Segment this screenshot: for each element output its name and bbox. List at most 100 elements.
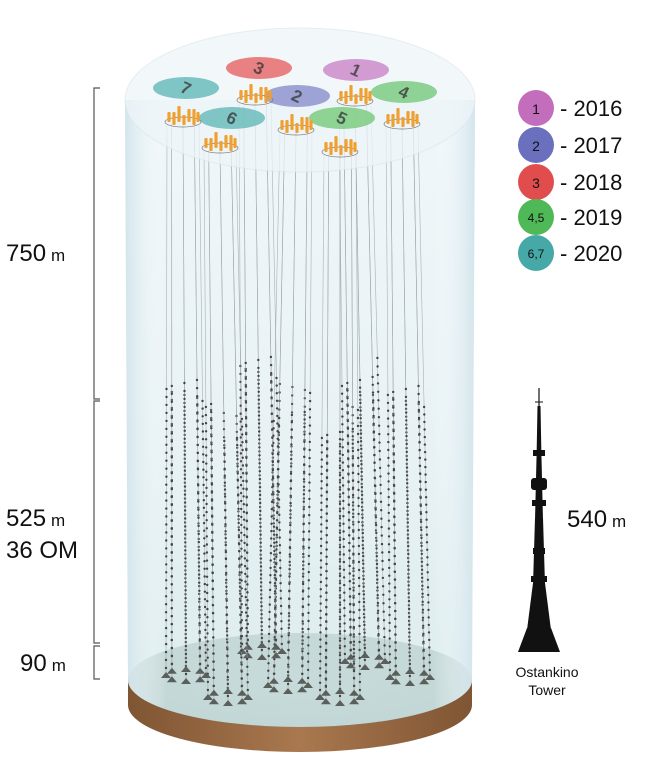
optical-module [373, 461, 376, 464]
optical-module [275, 533, 278, 537]
optical-module [260, 597, 263, 600]
optical-module [272, 434, 275, 437]
optical-module [244, 588, 247, 591]
optical-module [244, 369, 247, 373]
anchor [277, 648, 287, 654]
optical-module [394, 648, 397, 652]
optical-module [201, 437, 205, 441]
optical-module [302, 567, 305, 571]
optical-module [372, 438, 376, 441]
anchor [161, 672, 171, 678]
optical-module [387, 535, 391, 538]
optical-module [287, 663, 290, 666]
optical-module [240, 595, 243, 598]
optical-module [425, 503, 428, 506]
optical-module [245, 519, 249, 523]
optical-module [165, 515, 168, 518]
optical-module [165, 579, 168, 582]
optical-module [308, 481, 311, 484]
optical-module [419, 488, 422, 492]
optical-module [341, 446, 344, 449]
optical-module [243, 526, 246, 529]
optical-module [268, 610, 271, 614]
optical-module [244, 361, 247, 365]
optical-module [388, 598, 391, 601]
optical-module [343, 652, 347, 656]
optical-module [325, 505, 328, 508]
optical-module [351, 471, 355, 475]
instrument-cylinder [329, 142, 333, 155]
optical-module [289, 501, 292, 505]
optical-module [184, 672, 188, 676]
optical-module [427, 593, 430, 597]
optical-module [374, 484, 377, 488]
optical-module [352, 574, 355, 577]
optical-module [352, 647, 356, 651]
optical-module [223, 446, 226, 450]
optical-module [358, 592, 361, 596]
optical-module [351, 427, 354, 431]
instrument-cylinder [254, 93, 258, 103]
instrument-cylinder [295, 123, 299, 133]
string [203, 149, 213, 700]
optical-module [388, 629, 391, 632]
optical-module [170, 503, 173, 507]
optical-module [240, 603, 243, 606]
optical-module [258, 454, 261, 457]
optical-module [320, 451, 323, 454]
legend-item-2020: 6,7 - 2020 [518, 235, 622, 271]
cluster-ellipse [309, 107, 375, 129]
optical-module [318, 688, 322, 692]
string [166, 123, 177, 674]
optical-module [325, 541, 328, 544]
optical-module [244, 572, 247, 576]
optical-module [164, 611, 168, 614]
label-525m: 525 m [6, 505, 65, 532]
optical-module [275, 555, 278, 558]
instrument-cylinder [406, 111, 410, 124]
optical-module [357, 520, 360, 524]
optical-module [272, 517, 275, 520]
optical-module [308, 448, 311, 452]
optical-module [379, 475, 382, 478]
optical-module [275, 541, 278, 544]
optical-module [170, 408, 173, 411]
optical-module [269, 581, 272, 584]
optical-module [338, 682, 342, 686]
optical-module [240, 507, 243, 511]
optical-module [425, 518, 428, 521]
anchor [380, 658, 390, 664]
optical-module [363, 631, 366, 634]
optical-module [342, 568, 346, 571]
optical-module [320, 480, 323, 483]
optical-module [239, 420, 242, 423]
tower-name-line2: Tower [528, 682, 566, 698]
optical-module [246, 599, 249, 602]
optical-module [319, 667, 322, 670]
cluster-2: 2 [264, 85, 330, 107]
optical-module [165, 555, 168, 558]
optical-module [362, 593, 366, 596]
optical-module [387, 440, 390, 444]
cluster-ellipse [323, 59, 389, 81]
optical-module [203, 537, 206, 540]
optical-module [212, 644, 215, 647]
cluster-1: 1 [323, 59, 389, 81]
optical-module [387, 495, 390, 499]
optical-module [320, 458, 323, 461]
optical-module [245, 642, 248, 645]
optical-module [184, 533, 187, 536]
optical-module [241, 456, 244, 459]
optical-module [276, 511, 279, 515]
optical-module [383, 644, 386, 647]
optical-module [237, 507, 240, 510]
optical-module [206, 688, 210, 692]
optical-module [346, 381, 349, 385]
optical-module [338, 618, 342, 621]
optical-module [421, 584, 424, 587]
optical-module [351, 486, 355, 489]
anchor [195, 667, 206, 674]
optical-module [184, 557, 187, 560]
optical-module [268, 618, 271, 621]
optical-module [380, 542, 384, 546]
